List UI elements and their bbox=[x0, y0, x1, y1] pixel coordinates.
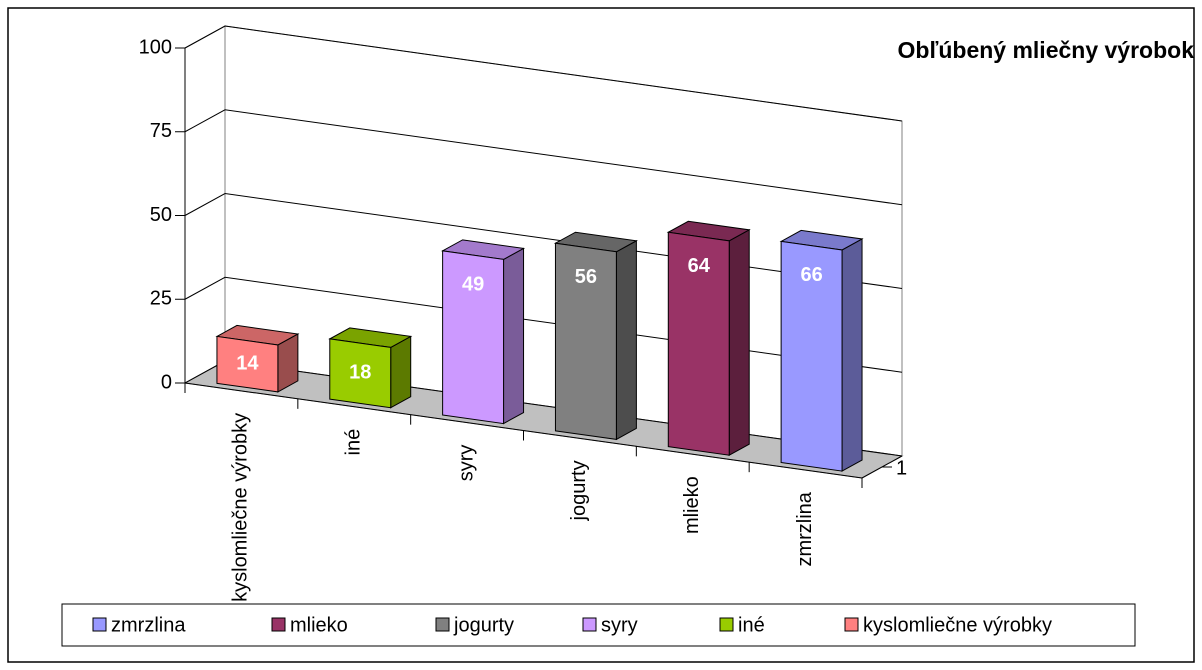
legend-label: iné bbox=[738, 614, 765, 636]
x-tick-label: zmrzlina bbox=[794, 491, 816, 566]
legend-swatch bbox=[844, 617, 859, 632]
x-tick-label: iné bbox=[343, 429, 365, 456]
bar-side bbox=[503, 247, 525, 425]
legend-box bbox=[61, 603, 1136, 647]
bar-side bbox=[728, 228, 750, 457]
y-tick-label: 50 bbox=[150, 204, 172, 226]
legend-swatch bbox=[582, 617, 597, 632]
bar bbox=[667, 231, 730, 456]
legend-label: zmrzlina bbox=[111, 614, 186, 636]
bar-side bbox=[615, 239, 637, 441]
data-label: 49 bbox=[462, 273, 484, 295]
bar bbox=[554, 242, 617, 440]
bar-side bbox=[841, 238, 863, 472]
y-tick-label: 0 bbox=[161, 371, 172, 393]
grid-line bbox=[184, 109, 903, 206]
x-tick-label: kyslomliečne výrobky bbox=[230, 413, 252, 602]
depth-tick-label: 1 bbox=[896, 457, 907, 479]
data-label: 14 bbox=[236, 352, 259, 374]
legend-swatch bbox=[719, 617, 734, 632]
legend-swatch bbox=[435, 617, 450, 632]
y-tick-label: 75 bbox=[150, 120, 172, 142]
x-tick-label: mlieko bbox=[681, 476, 703, 534]
bar bbox=[780, 240, 843, 472]
data-label: 64 bbox=[688, 255, 711, 277]
bar-side bbox=[390, 335, 412, 409]
data-label: 56 bbox=[575, 266, 597, 288]
y-tick-label: 100 bbox=[139, 36, 172, 58]
chart-title: Obľúbený mliečny výrobok bbox=[898, 37, 1195, 63]
y-tick-label: 25 bbox=[150, 288, 172, 310]
legend-label: mlieko bbox=[290, 614, 348, 636]
bar bbox=[442, 250, 505, 425]
x-tick-label: syry bbox=[455, 445, 477, 482]
legend-swatch bbox=[271, 617, 286, 632]
bar bbox=[329, 338, 392, 409]
legend-label: kyslomliečne výrobky bbox=[863, 614, 1052, 636]
legend-label: syry bbox=[601, 614, 638, 636]
legend-swatch bbox=[92, 617, 107, 632]
data-label: 66 bbox=[800, 264, 822, 286]
data-label: 18 bbox=[349, 361, 371, 383]
x-tick-label: jogurty bbox=[568, 460, 590, 521]
legend-label: jogurty bbox=[453, 614, 514, 636]
bar bbox=[216, 335, 279, 393]
grid-line bbox=[184, 25, 903, 122]
